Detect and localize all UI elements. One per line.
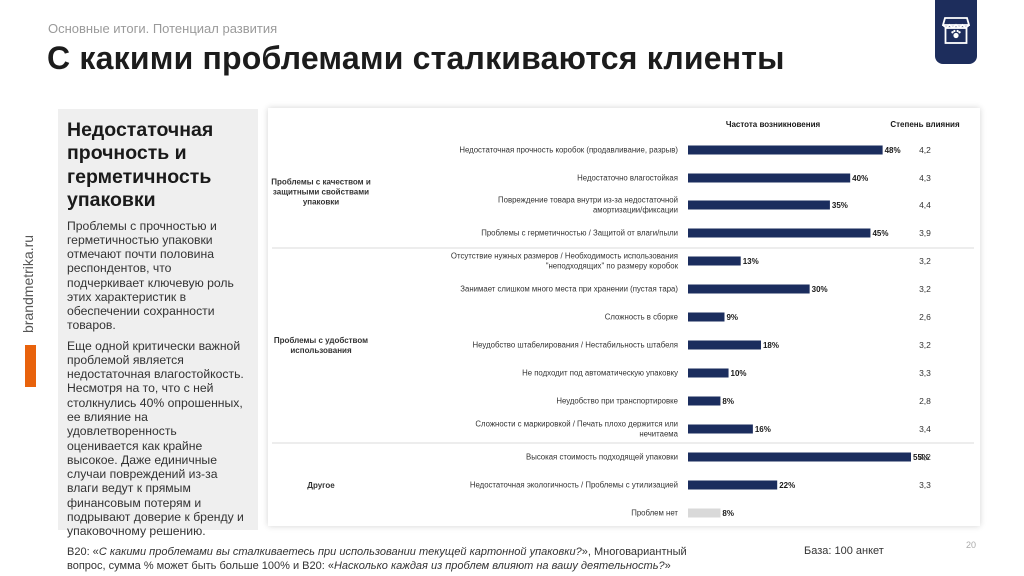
footnote-q1-suffix: », Многовариантный вопрос, сумма % может… (67, 546, 687, 573)
category-label: Не подходит под автоматическую упаковку (522, 369, 678, 378)
header-frequency: Частота возникновения (726, 120, 821, 129)
bar-value-label: 40% (852, 174, 868, 183)
bar (688, 284, 810, 294)
side-url: brandmetrika.ru (1, 205, 59, 333)
footnote-q2-suffix: » (664, 560, 671, 573)
header-impact: Степень влияния (890, 120, 960, 129)
impact-value: 3,2 (919, 284, 931, 294)
impact-value: 2,6 (919, 312, 931, 322)
impact-value: 3,3 (919, 368, 931, 378)
left-panel: Недостаточная прочность и герметичность … (58, 109, 258, 538)
bar (688, 256, 741, 266)
bar (688, 508, 721, 518)
accent-bar (25, 345, 36, 387)
bar-value-label: 16% (755, 425, 771, 434)
bar-value-label: 10% (731, 369, 747, 378)
bar-value-label: 30% (812, 285, 828, 294)
group-label: Другое (307, 481, 335, 490)
bar-value-label: 55% (913, 453, 929, 462)
panel-paragraph-1: Проблемы с прочностью и герметичностью у… (67, 218, 234, 333)
bar (688, 396, 721, 406)
footnote-q2-text: Насколько каждая из проблем влияют на ва… (333, 560, 665, 573)
bar (688, 452, 911, 462)
footnote-q1-text: С какими проблемами вы сталкиваетесь при… (98, 546, 582, 558)
category-label: Недостаточная прочность коробок (продавл… (459, 146, 678, 155)
impact-value: 3,4 (919, 424, 931, 434)
page-number: 20 (966, 540, 977, 550)
impact-value: 3,2 (919, 340, 931, 350)
category-label: Отсутствие нужных размеров / Необходимос… (451, 252, 679, 271)
impact-value: 4,3 (919, 173, 931, 183)
category-label: Сложность в сборке (605, 313, 678, 322)
bar-value-label: 22% (779, 481, 795, 490)
bar-value-label: 9% (726, 313, 738, 322)
bar (688, 145, 883, 155)
bar-chart: Частота возникновения Степень влияния Пр… (271, 120, 974, 518)
impact-value: 4,4 (919, 200, 931, 210)
bar (688, 368, 729, 378)
group-label: Проблемы с удобством использования (274, 336, 368, 355)
page-title: С какими проблемами сталкиваются клиенты (47, 40, 785, 76)
impact-value: 4,2 (919, 145, 931, 155)
bar-value-label: 35% (832, 201, 848, 210)
bar-value-label: 8% (722, 509, 734, 518)
category-label: Повреждение товара внутри из-за недостат… (498, 196, 678, 215)
bar-value-label: 48% (885, 146, 901, 155)
chart-card: Частота возникновения Степень влияния Пр… (268, 108, 980, 526)
category-label: Проблемы с герметичностью / Защитой от в… (481, 229, 678, 238)
bar (688, 228, 871, 238)
breadcrumb: Основные итоги. Потенциал развития (48, 21, 278, 36)
bar (688, 340, 761, 350)
category-label: Сложности с маркировкой / Печать плохо д… (475, 420, 678, 439)
footnote: B20: «С какими проблемами вы сталкиваете… (67, 545, 727, 573)
group-label: Проблемы с качеством и защитными свойства… (271, 177, 371, 206)
bar-value-label: 13% (743, 257, 759, 266)
bar-value-label: 45% (872, 229, 888, 238)
logo-badge (935, 0, 977, 64)
impact-value: 4,2 (919, 452, 931, 462)
category-label: Высокая стоимость подходящей упаковки (526, 453, 678, 462)
category-label: Проблем нет (631, 509, 678, 518)
bar (688, 173, 851, 183)
bar (688, 312, 725, 322)
category-label: Недостаточная экологичность / Проблемы с… (470, 481, 678, 490)
bar (688, 424, 753, 434)
bar (688, 480, 778, 490)
impact-value: 3,9 (919, 228, 931, 238)
bar (688, 200, 830, 210)
impact-value: 2,8 (919, 396, 931, 406)
category-label: Занимает слишком много места при хранени… (460, 285, 678, 294)
category-label: Недостаточно влагостойкая (577, 174, 678, 183)
shop-icon (942, 17, 970, 44)
category-label: Неудобство при транспортировке (556, 397, 678, 406)
category-label: Неудобство штабелирования / Нестабильнос… (473, 341, 678, 350)
bar-value-label: 18% (763, 341, 779, 350)
impact-value: 3,3 (919, 480, 931, 490)
base-note: База: 100 анкет (804, 545, 884, 557)
bar-value-label: 8% (722, 397, 734, 406)
panel-title: Недостаточная прочность и герметичность … (67, 119, 214, 212)
panel-paragraph-2: Еще одной критически важной проблемой яв… (67, 338, 244, 539)
footnote-q1-prefix: B20: « (67, 546, 99, 558)
side-url-text: brandmetrika.ru (20, 234, 36, 333)
impact-value: 3,2 (919, 256, 931, 266)
